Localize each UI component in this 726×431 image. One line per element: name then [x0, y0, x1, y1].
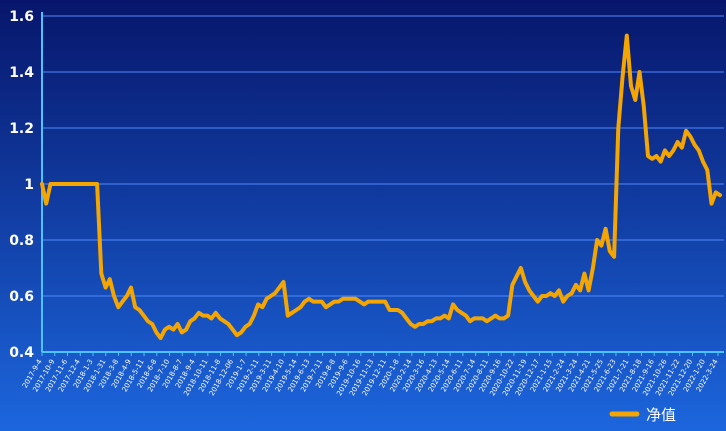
y-tick-label: 1 — [24, 177, 34, 193]
y-tick-label: 1.6 — [9, 9, 34, 25]
y-tick-label: 0.6 — [9, 289, 34, 305]
legend-label: 净值 — [646, 406, 676, 424]
series-line-net-value — [40, 33, 722, 340]
grid-lines — [42, 15, 724, 297]
legend: 净值 — [609, 406, 676, 424]
y-tick-label: 1.2 — [9, 121, 34, 137]
y-tick-label: 0.8 — [9, 233, 34, 249]
y-tick-label: 0.4 — [9, 345, 34, 361]
y-tick-labels: 0.4 0.6 0.8 1 1.2 1.4 1.6 — [9, 9, 34, 361]
series-layer — [40, 33, 722, 340]
y-tick-label: 1.4 — [9, 65, 34, 81]
